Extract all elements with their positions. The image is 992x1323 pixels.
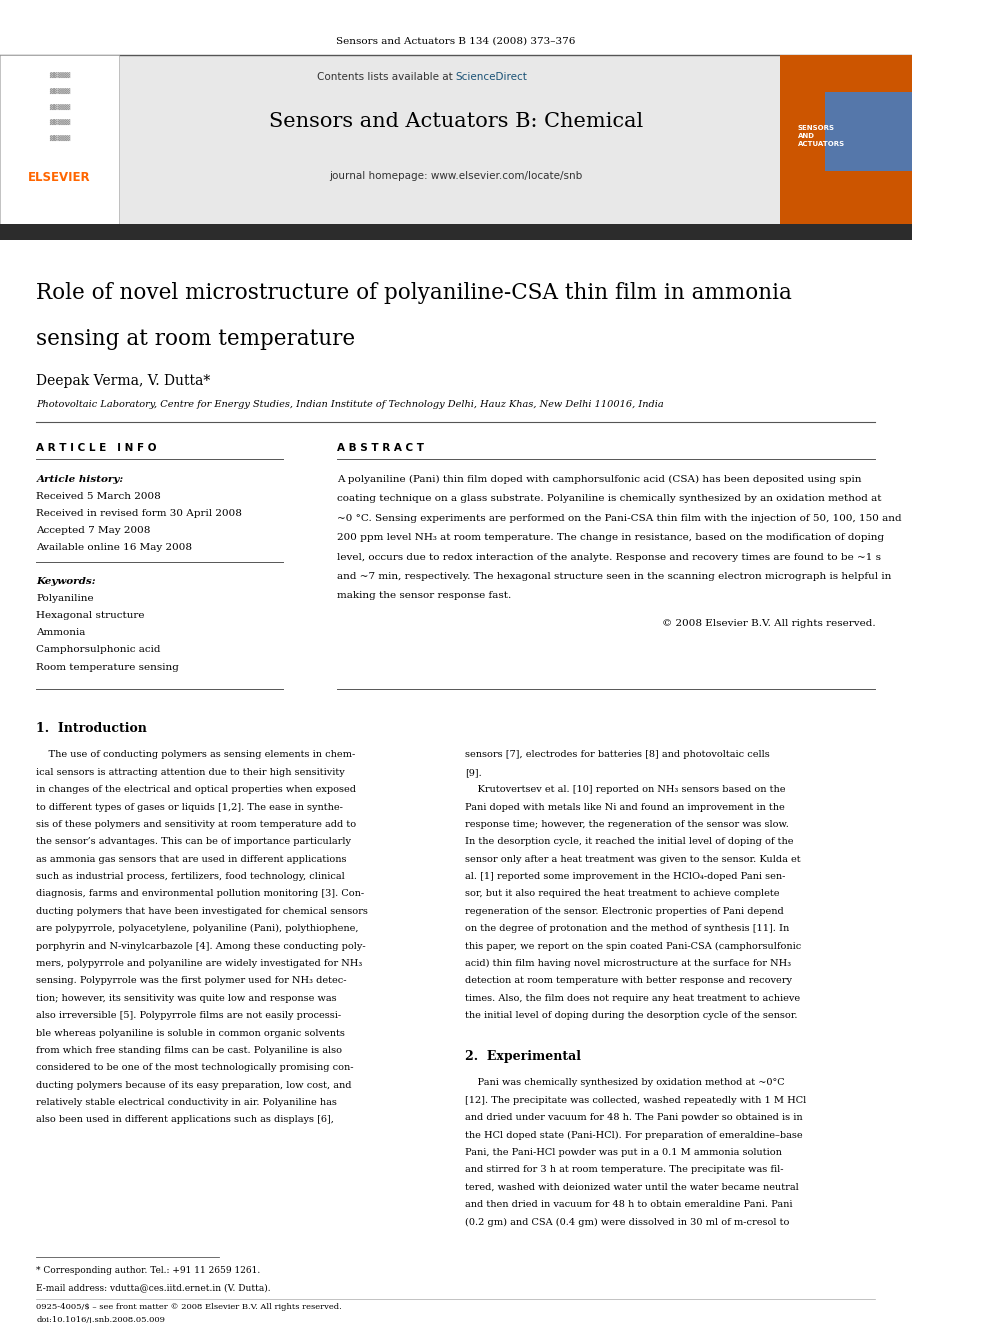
Text: Polyaniline: Polyaniline: [37, 594, 94, 603]
Text: 2.  Experimental: 2. Experimental: [465, 1049, 581, 1062]
Text: such as industrial process, fertilizers, food technology, clinical: such as industrial process, fertilizers,…: [37, 872, 345, 881]
Text: from which free standing films can be cast. Polyaniline is also: from which free standing films can be ca…: [37, 1046, 342, 1054]
Text: porphyrin and N-vinylcarbazole [4]. Among these conducting poly-: porphyrin and N-vinylcarbazole [4]. Amon…: [37, 942, 366, 951]
Text: sor, but it also required the heat treatment to achieve complete: sor, but it also required the heat treat…: [465, 889, 780, 898]
Text: ▓▓▓▓▓: ▓▓▓▓▓: [49, 73, 69, 78]
Text: Photovoltaic Laboratory, Centre for Energy Studies, Indian Institute of Technolo: Photovoltaic Laboratory, Centre for Ener…: [37, 400, 665, 409]
Text: response time; however, the regeneration of the sensor was slow.: response time; however, the regeneration…: [465, 820, 789, 830]
Text: Krutovertsev et al. [10] reported on NH₃ sensors based on the: Krutovertsev et al. [10] reported on NH₃…: [465, 785, 786, 794]
Text: ical sensors is attracting attention due to their high sensitivity: ical sensors is attracting attention due…: [37, 767, 345, 777]
Text: the sensor’s advantages. This can be of importance particularly: the sensor’s advantages. This can be of …: [37, 837, 351, 847]
Text: doi:10.1016/j.snb.2008.05.009: doi:10.1016/j.snb.2008.05.009: [37, 1316, 166, 1323]
Text: The use of conducting polymers as sensing elements in chem-: The use of conducting polymers as sensin…: [37, 750, 356, 759]
Text: Pani doped with metals like Ni and found an improvement in the: Pani doped with metals like Ni and found…: [465, 803, 785, 811]
FancyBboxPatch shape: [118, 56, 780, 230]
Text: Available online 16 May 2008: Available online 16 May 2008: [37, 544, 192, 552]
Text: SENSORS
AND
ACTUATORS: SENSORS AND ACTUATORS: [798, 124, 845, 147]
Text: level, occurs due to redox interaction of the analyte. Response and recovery tim: level, occurs due to redox interaction o…: [337, 553, 881, 561]
Text: Received 5 March 2008: Received 5 March 2008: [37, 492, 162, 501]
Text: * Corresponding author. Tel.: +91 11 2659 1261.: * Corresponding author. Tel.: +91 11 265…: [37, 1266, 261, 1275]
Text: the HCl doped state (Pani-HCl). For preparation of emeraldine–base: the HCl doped state (Pani-HCl). For prep…: [465, 1131, 803, 1139]
Text: in changes of the electrical and optical properties when exposed: in changes of the electrical and optical…: [37, 785, 356, 794]
Text: ▓▓▓▓▓: ▓▓▓▓▓: [49, 87, 69, 94]
Text: ducting polymers that have been investigated for chemical sensors: ducting polymers that have been investig…: [37, 906, 368, 916]
Text: Sensors and Actuators B: Chemical: Sensors and Actuators B: Chemical: [269, 111, 643, 131]
Text: tion; however, its sensitivity was quite low and response was: tion; however, its sensitivity was quite…: [37, 994, 337, 1003]
Text: considered to be one of the most technologically promising con-: considered to be one of the most technol…: [37, 1064, 354, 1073]
Text: also been used in different applications such as displays [6],: also been used in different applications…: [37, 1115, 334, 1125]
Text: sensing. Polypyrrole was the first polymer used for NH₃ detec-: sensing. Polypyrrole was the first polym…: [37, 976, 347, 986]
Text: Hexagonal structure: Hexagonal structure: [37, 611, 145, 620]
Text: times. Also, the film does not require any heat treatment to achieve: times. Also, the film does not require a…: [465, 994, 801, 1003]
FancyBboxPatch shape: [825, 91, 912, 171]
Text: Ammonia: Ammonia: [37, 628, 86, 638]
Text: Received in revised form 30 April 2008: Received in revised form 30 April 2008: [37, 509, 242, 519]
Text: on the degree of protonation and the method of synthesis [11]. In: on the degree of protonation and the met…: [465, 925, 790, 933]
Text: sensors [7], electrodes for batteries [8] and photovoltaic cells: sensors [7], electrodes for batteries [8…: [465, 750, 770, 759]
Text: relatively stable electrical conductivity in air. Polyaniline has: relatively stable electrical conductivit…: [37, 1098, 337, 1107]
Text: Article history:: Article history:: [37, 475, 124, 484]
Text: [9].: [9].: [465, 767, 482, 777]
Text: and stirred for 3 h at room temperature. The precipitate was fil-: and stirred for 3 h at room temperature.…: [465, 1166, 784, 1175]
Text: Pani, the Pani-HCl powder was put in a 0.1 M ammonia solution: Pani, the Pani-HCl powder was put in a 0…: [465, 1148, 782, 1156]
Text: ▓▓▓▓▓: ▓▓▓▓▓: [49, 103, 69, 110]
Text: Keywords:: Keywords:: [37, 577, 96, 586]
Text: 0925-4005/$ – see front matter © 2008 Elsevier B.V. All rights reserved.: 0925-4005/$ – see front matter © 2008 El…: [37, 1303, 342, 1311]
Text: Camphorsulphonic acid: Camphorsulphonic acid: [37, 646, 161, 655]
Text: making the sensor response fast.: making the sensor response fast.: [337, 591, 512, 601]
Text: sensing at room temperature: sensing at room temperature: [37, 328, 355, 351]
Text: ▓▓▓▓▓: ▓▓▓▓▓: [49, 135, 69, 142]
Text: ELSEVIER: ELSEVIER: [28, 171, 90, 184]
Text: Deepak Verma, V. Dutta*: Deepak Verma, V. Dutta*: [37, 374, 210, 388]
Text: ~0 °C. Sensing experiments are performed on the Pani-CSA thin film with the inje: ~0 °C. Sensing experiments are performed…: [337, 513, 902, 523]
Text: al. [1] reported some improvement in the HClO₄-doped Pani sen-: al. [1] reported some improvement in the…: [465, 872, 786, 881]
Text: sensor only after a heat treatment was given to the sensor. Kulda et: sensor only after a heat treatment was g…: [465, 855, 801, 864]
Text: also irreversible [5]. Polypyrrole films are not easily processi-: also irreversible [5]. Polypyrrole films…: [37, 1011, 341, 1020]
Text: In the desorption cycle, it reached the initial level of doping of the: In the desorption cycle, it reached the …: [465, 837, 794, 847]
Text: E-mail address: vdutta@ces.iitd.ernet.in (V. Dutta).: E-mail address: vdutta@ces.iitd.ernet.in…: [37, 1283, 271, 1293]
Text: Room temperature sensing: Room temperature sensing: [37, 663, 180, 672]
Text: to different types of gases or liquids [1,2]. The ease in synthe-: to different types of gases or liquids […: [37, 803, 343, 811]
Text: A R T I C L E   I N F O: A R T I C L E I N F O: [37, 443, 157, 454]
Text: © 2008 Elsevier B.V. All rights reserved.: © 2008 Elsevier B.V. All rights reserved…: [662, 619, 875, 627]
Text: acid) thin film having novel microstructure at the surface for NH₃: acid) thin film having novel microstruct…: [465, 959, 791, 968]
Text: and ~7 min, respectively. The hexagonal structure seen in the scanning electron : and ~7 min, respectively. The hexagonal …: [337, 572, 892, 581]
Text: 200 ppm level NH₃ at room temperature. The change in resistance, based on the mo: 200 ppm level NH₃ at room temperature. T…: [337, 533, 885, 542]
Text: journal homepage: www.elsevier.com/locate/snb: journal homepage: www.elsevier.com/locat…: [329, 171, 582, 180]
Text: detection at room temperature with better response and recovery: detection at room temperature with bette…: [465, 976, 792, 986]
FancyBboxPatch shape: [0, 225, 912, 239]
FancyBboxPatch shape: [780, 56, 912, 230]
Text: ▓▓▓▓▓: ▓▓▓▓▓: [49, 119, 69, 126]
FancyBboxPatch shape: [0, 56, 118, 230]
Text: (0.2 gm) and CSA (0.4 gm) were dissolved in 30 ml of m-cresol to: (0.2 gm) and CSA (0.4 gm) were dissolved…: [465, 1217, 790, 1226]
Text: Accepted 7 May 2008: Accepted 7 May 2008: [37, 527, 151, 534]
Text: A B S T R A C T: A B S T R A C T: [337, 443, 425, 454]
Text: and dried under vacuum for 48 h. The Pani powder so obtained is in: and dried under vacuum for 48 h. The Pan…: [465, 1113, 803, 1122]
Text: regeneration of the sensor. Electronic properties of Pani depend: regeneration of the sensor. Electronic p…: [465, 906, 784, 916]
Text: are polypyrrole, polyacetylene, polyaniline (Pani), polythiophene,: are polypyrrole, polyacetylene, polyanil…: [37, 925, 359, 934]
Text: diagnosis, farms and environmental pollution monitoring [3]. Con-: diagnosis, farms and environmental pollu…: [37, 889, 365, 898]
Text: as ammonia gas sensors that are used in different applications: as ammonia gas sensors that are used in …: [37, 855, 347, 864]
Text: and then dried in vacuum for 48 h to obtain emeraldine Pani. Pani: and then dried in vacuum for 48 h to obt…: [465, 1200, 793, 1209]
Text: 1.  Introduction: 1. Introduction: [37, 721, 148, 734]
Text: ScienceDirect: ScienceDirect: [456, 73, 528, 82]
Text: sis of these polymers and sensitivity at room temperature add to: sis of these polymers and sensitivity at…: [37, 820, 356, 830]
Text: Pani was chemically synthesized by oxidation method at ~0°C: Pani was chemically synthesized by oxida…: [465, 1078, 785, 1088]
Text: Role of novel microstructure of polyaniline-CSA thin film in ammonia: Role of novel microstructure of polyanil…: [37, 282, 793, 304]
Text: coating technique on a glass substrate. Polyaniline is chemically synthesized by: coating technique on a glass substrate. …: [337, 495, 882, 503]
Text: [12]. The precipitate was collected, washed repeatedly with 1 M HCl: [12]. The precipitate was collected, was…: [465, 1095, 806, 1105]
Text: Sensors and Actuators B 134 (2008) 373–376: Sensors and Actuators B 134 (2008) 373–3…: [336, 37, 575, 46]
Text: Contents lists available at: Contents lists available at: [316, 73, 456, 82]
Text: the initial level of doping during the desorption cycle of the sensor.: the initial level of doping during the d…: [465, 1011, 798, 1020]
Text: ble whereas polyaniline is soluble in common organic solvents: ble whereas polyaniline is soluble in co…: [37, 1028, 345, 1037]
Text: tered, washed with deionized water until the water became neutral: tered, washed with deionized water until…: [465, 1183, 799, 1192]
Text: A polyaniline (Pani) thin film doped with camphorsulfonic acid (CSA) has been de: A polyaniline (Pani) thin film doped wit…: [337, 475, 862, 484]
Text: ducting polymers because of its easy preparation, low cost, and: ducting polymers because of its easy pre…: [37, 1081, 352, 1090]
Text: this paper, we report on the spin coated Pani-CSA (camphorsulfonic: this paper, we report on the spin coated…: [465, 942, 802, 951]
Text: mers, polypyrrole and polyaniline are widely investigated for NH₃: mers, polypyrrole and polyaniline are wi…: [37, 959, 363, 968]
